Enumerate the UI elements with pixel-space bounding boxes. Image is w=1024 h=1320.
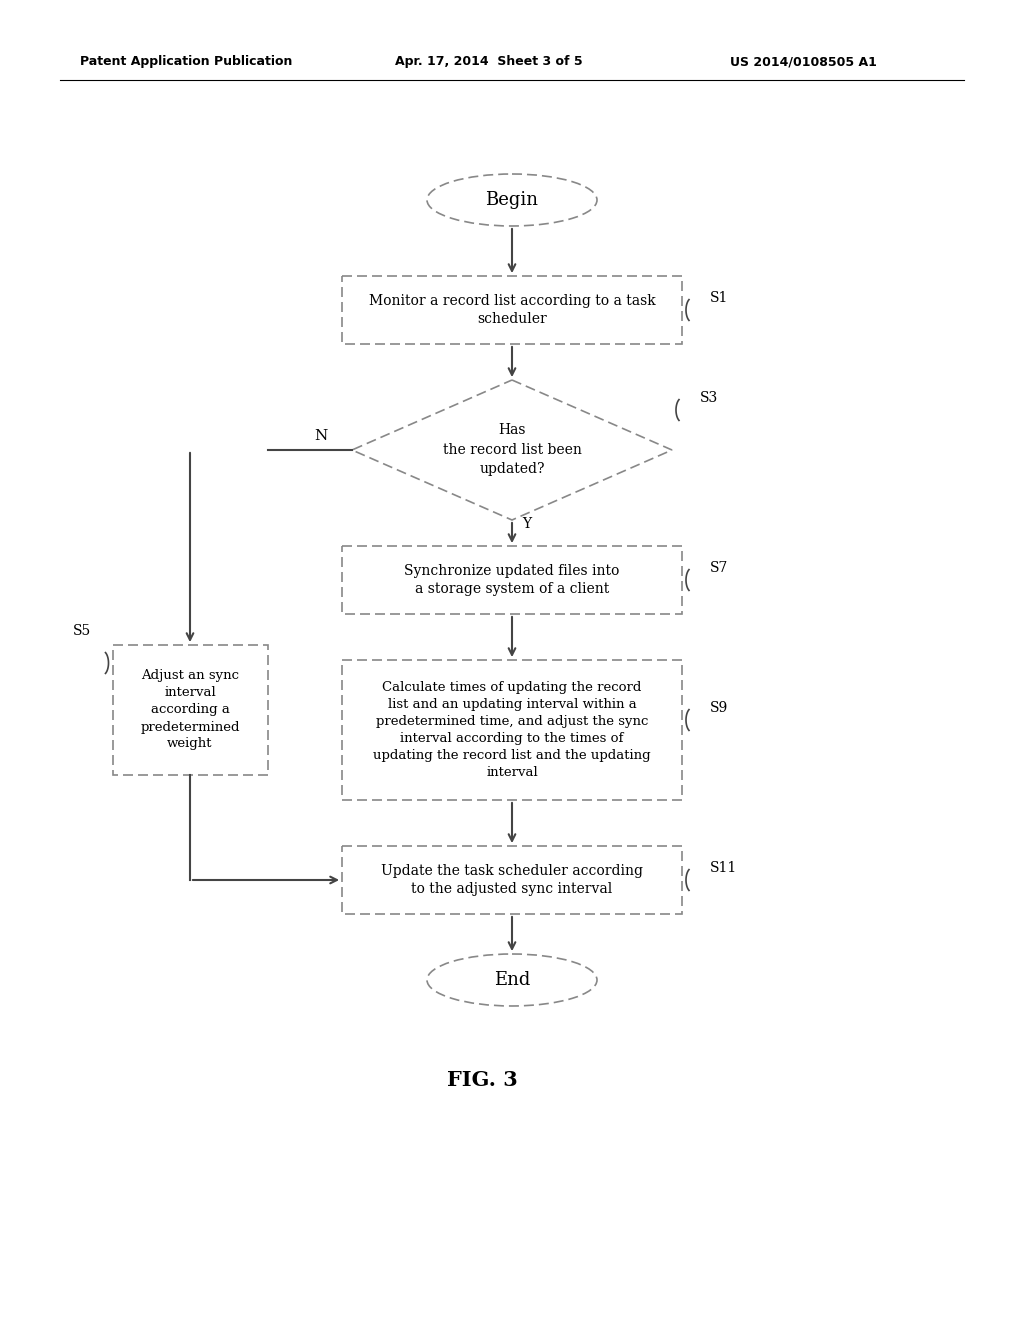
- Text: US 2014/0108505 A1: US 2014/0108505 A1: [730, 55, 877, 69]
- FancyBboxPatch shape: [113, 645, 267, 775]
- Text: Monitor a record list according to a task
scheduler: Monitor a record list according to a tas…: [369, 294, 655, 326]
- Text: Has
the record list been
updated?: Has the record list been updated?: [442, 424, 582, 477]
- Text: Adjust an sync
interval
according a
predetermined
weight: Adjust an sync interval according a pred…: [140, 669, 240, 751]
- Text: FIG. 3: FIG. 3: [446, 1071, 517, 1090]
- Text: S7: S7: [710, 561, 728, 576]
- Ellipse shape: [427, 174, 597, 226]
- Text: Patent Application Publication: Patent Application Publication: [80, 55, 293, 69]
- Text: N: N: [314, 429, 328, 444]
- Text: S5: S5: [73, 624, 91, 638]
- Text: S9: S9: [710, 701, 728, 715]
- Text: Synchronize updated files into
a storage system of a client: Synchronize updated files into a storage…: [404, 564, 620, 597]
- Text: Update the task scheduler according
to the adjusted sync interval: Update the task scheduler according to t…: [381, 863, 643, 896]
- FancyBboxPatch shape: [342, 660, 682, 800]
- Text: End: End: [494, 972, 530, 989]
- Text: Calculate times of updating the record
list and an updating interval within a
pr: Calculate times of updating the record l…: [373, 681, 651, 779]
- Text: S3: S3: [700, 391, 718, 405]
- Text: S1: S1: [710, 290, 728, 305]
- Polygon shape: [352, 380, 672, 520]
- Ellipse shape: [427, 954, 597, 1006]
- FancyBboxPatch shape: [342, 846, 682, 913]
- FancyBboxPatch shape: [342, 276, 682, 345]
- Text: Begin: Begin: [485, 191, 539, 209]
- Text: S11: S11: [710, 861, 737, 875]
- Text: Apr. 17, 2014  Sheet 3 of 5: Apr. 17, 2014 Sheet 3 of 5: [395, 55, 583, 69]
- Text: Y: Y: [522, 517, 531, 531]
- FancyBboxPatch shape: [342, 546, 682, 614]
